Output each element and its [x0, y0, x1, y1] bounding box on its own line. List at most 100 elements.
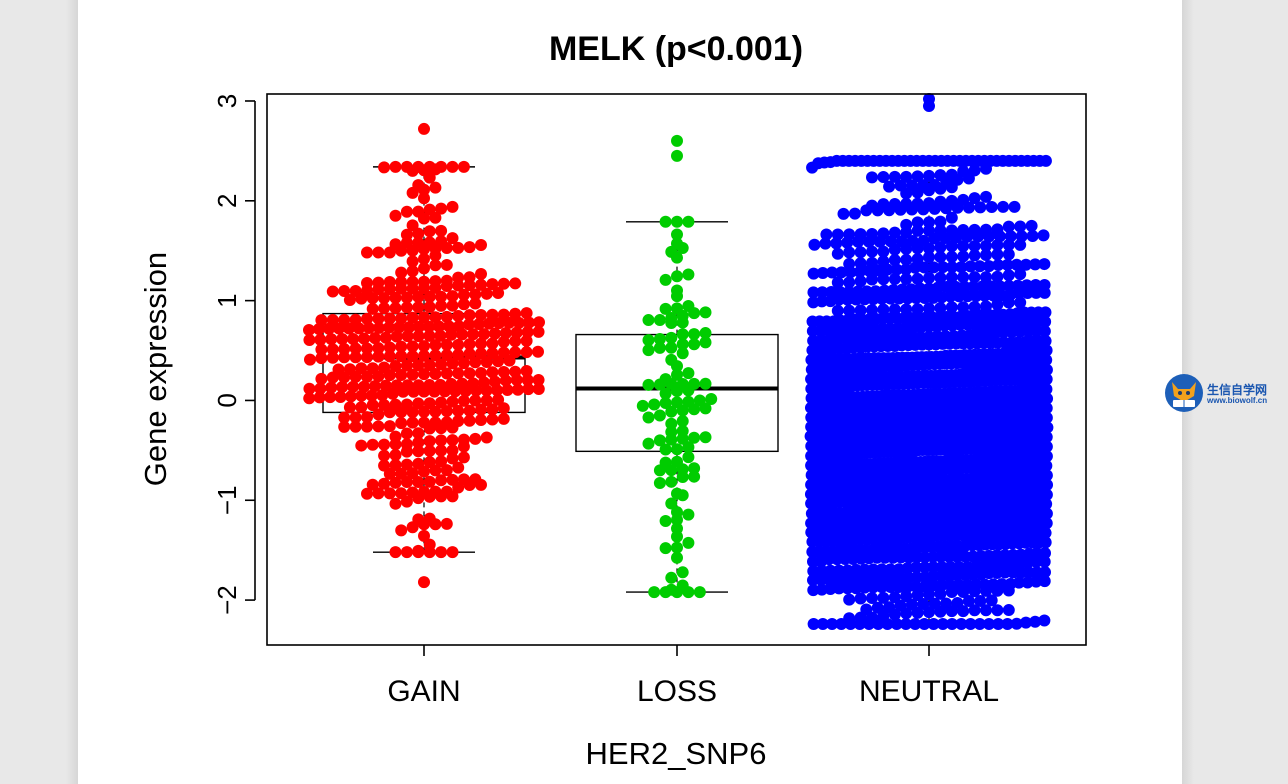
- data-point: [446, 290, 459, 303]
- data-point: [463, 241, 476, 254]
- data-point: [944, 290, 957, 303]
- data-point: [923, 242, 935, 255]
- data-point: [509, 277, 522, 290]
- data-point: [843, 276, 856, 289]
- data-point: [991, 270, 1004, 283]
- data-point: [418, 212, 430, 225]
- data-point: [911, 170, 924, 183]
- data-point: [642, 437, 655, 450]
- data-point: [435, 396, 448, 409]
- data-point: [1002, 584, 1015, 597]
- data-point: [867, 581, 880, 594]
- data-point: [973, 260, 986, 273]
- data-point: [671, 586, 683, 599]
- data-point: [927, 561, 940, 574]
- data-point: [835, 266, 848, 279]
- data-point: [944, 560, 957, 573]
- data-point: [338, 342, 351, 355]
- data-point: [985, 280, 998, 293]
- data-point: [406, 340, 419, 353]
- data-point: [843, 304, 856, 317]
- data-point: [406, 521, 419, 534]
- data-point: [858, 581, 871, 594]
- data-point: [429, 281, 442, 294]
- data-point: [946, 261, 959, 274]
- data-point: [463, 367, 476, 380]
- data-point: [523, 316, 535, 329]
- data-point: [457, 357, 470, 370]
- data-point: [418, 311, 430, 324]
- data-point: [957, 271, 970, 284]
- data-point: [648, 586, 661, 599]
- data-point: [303, 324, 315, 337]
- y-tick-label: 1: [212, 293, 242, 307]
- data-point: [671, 215, 683, 228]
- data-point: [693, 586, 706, 599]
- data-point: [325, 381, 338, 394]
- data-point: [418, 122, 430, 135]
- data-point: [428, 385, 441, 398]
- data-point: [400, 359, 413, 372]
- data-point: [452, 348, 465, 361]
- data-point: [1038, 575, 1051, 588]
- data-point: [890, 618, 903, 631]
- data-point: [900, 187, 913, 200]
- data-point: [314, 333, 327, 346]
- data-point: [532, 382, 545, 395]
- data-point: [521, 374, 534, 387]
- data-point: [400, 475, 413, 488]
- data-point: [452, 404, 465, 417]
- data-point: [406, 265, 419, 278]
- data-point: [688, 431, 701, 444]
- data-point: [434, 329, 447, 342]
- data-point: [1040, 402, 1053, 415]
- data-point: [923, 588, 935, 601]
- data-point: [997, 326, 1010, 339]
- data-point: [699, 327, 712, 340]
- data-point: [400, 205, 413, 218]
- data-point: [473, 318, 485, 331]
- data-point: [653, 341, 666, 354]
- data-point: [934, 250, 947, 263]
- data-point: [314, 382, 327, 395]
- data-point: [383, 321, 395, 334]
- data-point: [873, 235, 886, 248]
- data-point: [653, 409, 666, 422]
- data-point: [877, 273, 890, 286]
- data-point: [665, 571, 678, 584]
- data-point: [343, 322, 355, 335]
- data-point: [440, 279, 453, 292]
- data-point: [688, 328, 701, 341]
- data-point: [1039, 547, 1051, 560]
- data-point: [866, 592, 878, 605]
- data-point: [957, 250, 970, 263]
- data-point: [429, 367, 442, 380]
- data-point: [325, 333, 338, 346]
- data-point: [815, 295, 828, 308]
- data-point: [858, 563, 871, 576]
- data-point: [877, 303, 890, 316]
- data-point: [389, 546, 402, 559]
- data-point: [927, 579, 940, 592]
- data-point: [671, 541, 683, 554]
- data-point: [389, 449, 402, 462]
- data-point: [520, 346, 533, 359]
- data-point: [819, 237, 832, 250]
- data-point: [863, 618, 875, 631]
- data-point: [412, 330, 425, 343]
- data-point: [909, 261, 922, 274]
- data-point: [1038, 325, 1051, 338]
- data-point: [463, 279, 476, 292]
- data-point: [412, 359, 425, 372]
- data-point: [510, 374, 523, 387]
- data-point: [918, 291, 931, 304]
- data-point: [1039, 306, 1052, 319]
- data-point: [854, 592, 867, 605]
- data-point: [445, 328, 458, 341]
- data-point: [469, 297, 482, 310]
- data-point: [871, 204, 884, 217]
- data-point: [854, 246, 867, 259]
- data-point: [395, 312, 408, 325]
- data-point: [1002, 604, 1015, 617]
- data-point: [372, 312, 385, 325]
